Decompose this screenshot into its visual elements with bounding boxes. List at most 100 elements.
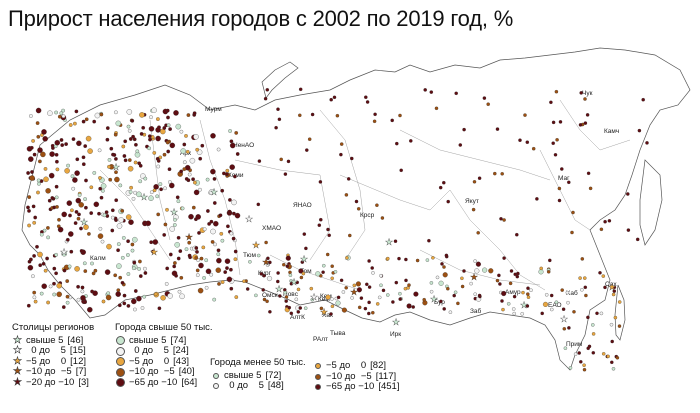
city-marker [327,233,331,238]
city-markers: ★★★★★★★★★★★★★★★★★★★★★★ ★★ [26,87,649,372]
city-marker [454,91,458,96]
city-marker [139,112,145,118]
city-marker [427,238,431,243]
city-marker [110,208,115,213]
legend-small-count: [451] [378,381,400,392]
city-marker [411,305,415,309]
city-marker [526,295,531,299]
city-marker [70,208,74,213]
city-marker [143,271,148,275]
city-marker [149,115,153,120]
city-marker [114,198,119,203]
city-marker [356,207,361,211]
city-marker [310,112,315,117]
city-marker [233,174,237,179]
city-marker [176,199,181,204]
city-marker [583,276,587,280]
city-marker [440,262,444,266]
capital-star-icon: ★ [560,315,568,325]
city-marker [336,295,341,300]
region-label: Сах [605,281,617,288]
city-marker [156,117,160,121]
city-marker [123,158,128,163]
city-marker [356,287,362,293]
city-marker [116,248,120,253]
city-marker [87,232,91,236]
city-marker [97,233,104,239]
city-marker [346,177,351,181]
city-marker [586,171,591,176]
city-marker [539,266,543,271]
city-marker [54,110,58,115]
city-marker [301,271,306,276]
capital-star-icon: ★ [112,163,120,173]
city-marker [210,228,216,235]
city-marker [176,235,181,240]
legend-big-label: свыше 5 [129,334,167,346]
city-marker [74,210,79,214]
legend-big-row: свыше 5 [74] [115,334,213,347]
city-marker [500,172,504,176]
city-marker [399,168,403,173]
city-marker [151,107,157,113]
city-marker [415,258,420,263]
city-marker [220,280,225,284]
city-marker [31,274,35,279]
city-marker [128,137,133,141]
city-marker [120,208,125,213]
city-marker [265,88,270,92]
city-marker [191,177,195,182]
city-marker [446,286,450,291]
city-marker [603,219,607,224]
legend-small-row: −10 до −5 [117] [312,371,399,383]
city-marker [553,153,558,157]
city-marker [398,113,402,118]
city-marker [224,258,231,264]
city-marker [118,275,123,280]
city-marker [482,96,487,100]
city-marker [83,300,87,304]
city-marker [26,171,30,175]
city-marker [113,132,118,137]
city-marker [229,139,234,144]
city-marker [549,100,553,105]
city-marker [32,295,37,300]
legend-capital-count: [15] [69,345,86,356]
city-marker [398,291,402,296]
city-marker [99,195,104,200]
city-marker [355,281,361,287]
city-marker [187,172,192,177]
city-marker [499,217,503,221]
city-marker [179,169,184,174]
city-marker [61,114,66,119]
city-marker [453,290,458,295]
city-marker [456,301,460,306]
city-marker [256,202,261,207]
city-marker [229,286,234,291]
city-marker [153,184,159,190]
city-marker [47,110,53,116]
city-marker [64,168,70,174]
legend-small-label: −5 до 0 [326,360,367,371]
region-label: ЯНАО [293,202,312,209]
city-marker [265,299,269,304]
city-marker [438,280,444,286]
city-marker [310,297,315,302]
city-marker [493,171,497,176]
city-marker [184,247,189,252]
city-marker [298,87,303,92]
city-marker [126,109,133,115]
city-marker [442,272,448,278]
city-marker [515,274,520,279]
capital-star-icon: ★ [470,273,478,283]
city-marker [350,296,354,300]
city-marker [572,310,576,314]
city-marker [375,302,380,306]
city-marker [114,170,118,175]
city-marker [80,285,85,290]
city-marker [43,167,48,171]
city-marker [179,129,184,134]
city-marker [163,222,168,227]
city-marker [54,139,61,146]
city-marker [167,167,172,172]
